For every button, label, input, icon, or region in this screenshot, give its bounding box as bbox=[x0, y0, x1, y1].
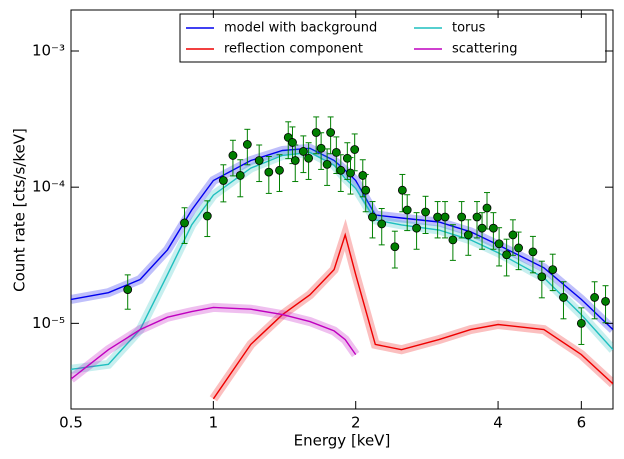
data-point bbox=[264, 167, 274, 177]
data-point bbox=[358, 171, 368, 180]
data-point bbox=[440, 212, 450, 222]
data-point bbox=[316, 143, 326, 153]
data-point bbox=[482, 203, 492, 213]
data-point bbox=[548, 265, 558, 275]
data-point bbox=[228, 151, 238, 160]
data-point bbox=[288, 138, 297, 147]
y-axis-label: Count rate [cts/s/keV] bbox=[11, 128, 29, 292]
data-point bbox=[601, 296, 610, 306]
legend-label: scattering bbox=[452, 42, 518, 57]
model-line bbox=[71, 306, 357, 380]
data-point bbox=[421, 207, 430, 217]
data-point bbox=[433, 212, 443, 222]
data-point bbox=[402, 205, 412, 215]
data-point bbox=[590, 293, 599, 302]
y-tick-label: 10⁻⁵ bbox=[32, 314, 65, 332]
data-point bbox=[242, 140, 252, 149]
x-tick-label: 4 bbox=[493, 414, 503, 432]
data-point bbox=[502, 250, 512, 260]
data-point bbox=[254, 156, 264, 165]
data-point bbox=[463, 230, 473, 240]
data-point bbox=[368, 212, 377, 222]
data-point bbox=[377, 219, 387, 229]
data-point bbox=[350, 145, 360, 154]
y-tick-label: 10⁻⁴ bbox=[32, 178, 65, 196]
legend-label: torus bbox=[452, 21, 486, 36]
data-point bbox=[457, 212, 467, 222]
y-tick-label: 10⁻³ bbox=[32, 41, 65, 59]
data-point bbox=[528, 247, 538, 257]
data-point bbox=[514, 243, 523, 253]
data-point bbox=[304, 153, 313, 163]
legend-label: model with background bbox=[224, 21, 377, 36]
data-point bbox=[202, 211, 212, 221]
data-point bbox=[180, 218, 189, 228]
data-point bbox=[477, 223, 487, 233]
x-tick-label: 0.5 bbox=[59, 414, 83, 432]
data-point bbox=[576, 318, 586, 328]
legend bbox=[179, 13, 607, 63]
data-point bbox=[342, 153, 352, 163]
x-tick-label: 6 bbox=[577, 414, 587, 432]
x-tick-label: 1 bbox=[209, 414, 219, 432]
data-point bbox=[322, 159, 332, 169]
data-point bbox=[235, 171, 245, 180]
data-point bbox=[123, 285, 133, 294]
data-point bbox=[537, 272, 547, 282]
model-line bbox=[212, 232, 613, 400]
x-tick-label: 2 bbox=[351, 414, 361, 432]
plot-frame bbox=[70, 9, 614, 410]
x-axis-label: Energy [keV] bbox=[294, 432, 391, 450]
data-point bbox=[412, 223, 421, 233]
data-point bbox=[472, 212, 482, 222]
data-point bbox=[290, 156, 300, 165]
legend-label: reflection component bbox=[224, 42, 363, 57]
data-point bbox=[346, 168, 355, 178]
data-point bbox=[298, 147, 308, 156]
data-point bbox=[390, 242, 400, 252]
data-point bbox=[508, 230, 518, 240]
data-point bbox=[448, 235, 458, 245]
data-point bbox=[336, 165, 346, 175]
data-point bbox=[326, 128, 336, 137]
data-point bbox=[397, 185, 407, 195]
data-point bbox=[275, 165, 284, 175]
data-point bbox=[559, 293, 568, 302]
data-point bbox=[494, 239, 504, 249]
data-point bbox=[218, 176, 228, 185]
plot-area bbox=[71, 116, 613, 402]
data-point bbox=[361, 185, 371, 195]
